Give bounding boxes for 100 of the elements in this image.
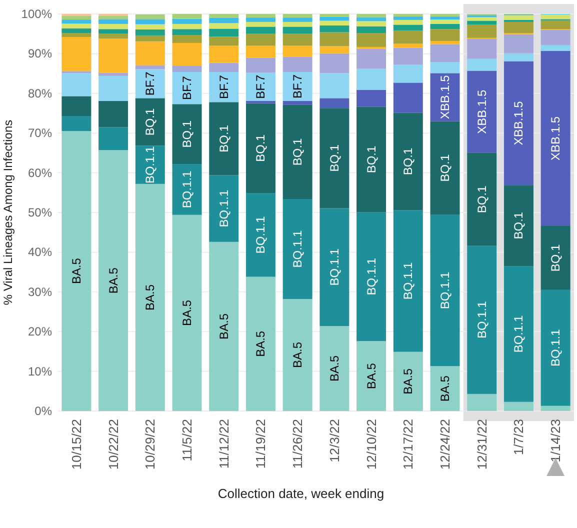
bar <box>172 66 202 72</box>
data-label: BF.7 <box>180 76 194 100</box>
bar <box>246 46 276 58</box>
data-label: BA.5 <box>327 355 342 382</box>
bar <box>540 50 570 226</box>
data-label: BF.7 <box>290 74 305 98</box>
x-tick-label: 12/31/22 <box>474 419 490 470</box>
bar <box>209 72 239 102</box>
bar <box>282 14 312 18</box>
bar <box>356 90 386 107</box>
bar <box>467 152 497 246</box>
bar <box>282 46 312 57</box>
bar <box>320 14 350 17</box>
bar <box>62 116 92 132</box>
bar <box>430 40 460 44</box>
bar <box>356 33 386 47</box>
bar <box>320 108 350 208</box>
bar <box>282 299 312 411</box>
y-tick-label: 60% <box>28 166 52 180</box>
bar <box>172 42 202 66</box>
bar <box>135 24 165 30</box>
data-label: BQ.1.1 <box>180 170 194 208</box>
y-tick-label: 70% <box>28 126 52 140</box>
bar <box>98 16 128 20</box>
bar <box>540 30 570 45</box>
bar <box>246 58 276 73</box>
bar <box>393 16 423 20</box>
bar <box>209 23 239 29</box>
bar <box>430 121 460 215</box>
bar <box>209 242 239 411</box>
bar <box>246 103 276 194</box>
bar <box>356 48 386 69</box>
bar <box>246 22 276 27</box>
data-label: BA.5 <box>216 313 231 340</box>
bar <box>356 14 386 18</box>
bar <box>209 18 239 24</box>
bar <box>172 18 202 24</box>
y-tick-label: 50% <box>28 206 52 220</box>
y-tick-label: 20% <box>28 324 52 339</box>
bar <box>246 26 276 34</box>
bar <box>430 16 460 20</box>
bar <box>209 36 239 46</box>
bar <box>467 20 497 25</box>
bar <box>356 68 386 90</box>
bar <box>467 58 497 71</box>
data-label: XBB.1.5 <box>474 90 489 134</box>
bar <box>172 214 202 411</box>
bar <box>467 17 497 21</box>
data-label: BQ.1 <box>290 138 305 166</box>
bar <box>98 34 128 39</box>
bar <box>393 82 423 113</box>
data-label: BF.7 <box>254 74 268 99</box>
bar <box>135 35 165 42</box>
bar <box>393 352 423 411</box>
bar <box>135 98 165 146</box>
data-label: BQ.1.1 <box>438 272 452 310</box>
data-label: BQ.1.1 <box>327 248 342 286</box>
data-label: BQ.1 <box>143 108 158 136</box>
x-tick-label: 11/5/22 <box>180 419 194 462</box>
bar <box>467 70 497 153</box>
bar <box>209 102 239 176</box>
bar <box>62 33 92 38</box>
bar <box>393 48 423 65</box>
bar <box>393 30 423 44</box>
bar <box>246 14 276 18</box>
bar <box>135 41 165 66</box>
data-label: BA.5 <box>401 368 416 394</box>
bar <box>282 34 312 46</box>
data-label: BQ.1.1 <box>548 328 563 367</box>
bar <box>430 62 460 74</box>
x-tick-label: 1/7/23 <box>511 419 526 456</box>
data-label: BQ.1.1 <box>143 146 158 184</box>
y-tick-label: 0% <box>34 404 52 418</box>
bar <box>98 29 128 34</box>
bar <box>504 22 534 34</box>
bar <box>172 29 202 36</box>
y-tick-label: 10% <box>28 364 52 378</box>
bar <box>135 19 165 24</box>
data-label: BQ.1 <box>254 134 268 162</box>
bar <box>393 112 423 210</box>
bar <box>320 208 350 326</box>
data-label: BQ.1 <box>474 185 489 214</box>
bar <box>356 212 386 342</box>
bar <box>430 366 460 411</box>
bar <box>98 19 128 24</box>
bar <box>172 104 202 164</box>
y-tick-label: 100% <box>21 7 52 21</box>
bar <box>540 20 570 30</box>
bar <box>98 150 128 411</box>
data-label: BA.5 <box>69 258 84 284</box>
bar <box>467 394 497 411</box>
x-tick-label: 12/10/22 <box>364 419 379 470</box>
bar <box>393 64 423 83</box>
bar <box>98 76 128 101</box>
bar <box>540 290 570 406</box>
bar <box>282 18 312 22</box>
data-label: XBB.1.5 <box>512 100 526 146</box>
bar <box>209 62 239 72</box>
x-tick-label: 12/17/22 <box>400 419 416 470</box>
bar <box>282 100 312 105</box>
